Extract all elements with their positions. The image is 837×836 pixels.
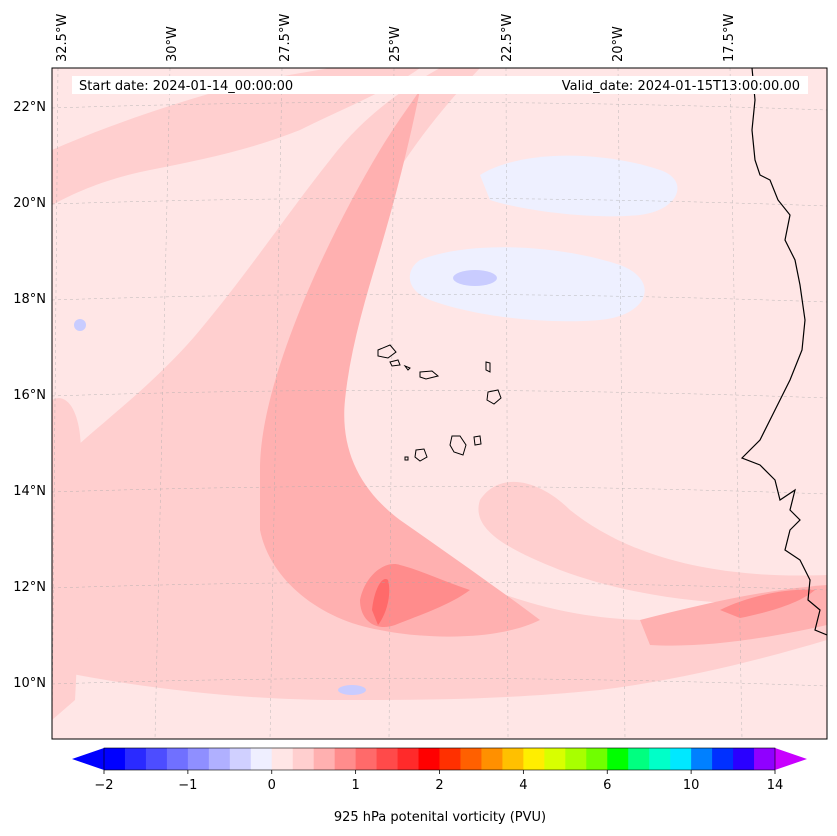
pv-negative-patch-northeast xyxy=(480,155,678,217)
colorbar-cell xyxy=(250,748,273,770)
latitude-labels: 22°N 20°N 18°N 16°N 14°N 12°N 10°N xyxy=(13,100,46,691)
colorbar-cell xyxy=(334,748,357,770)
pv-negative-patch-north xyxy=(409,247,645,322)
pv-band-light-diagonal xyxy=(52,68,827,700)
colorbar-cell xyxy=(229,748,252,770)
pv-band-light-north xyxy=(52,68,420,205)
colorbar-cell xyxy=(712,748,734,770)
pv-band-light-east xyxy=(478,481,827,604)
lon-label: 25°W xyxy=(388,26,403,62)
pv-negative-spot-west xyxy=(74,319,86,331)
map-frame xyxy=(51,67,828,740)
cape-verde-islands xyxy=(377,344,502,462)
colorbar-label: 925 hPa potenital vorticity (PVU) xyxy=(334,810,546,825)
pv-band-medium-core xyxy=(260,90,540,637)
lat-label: 18°N xyxy=(13,292,46,307)
pv-core-strong-east xyxy=(720,589,815,618)
colorbar-tick-label: 10 xyxy=(683,778,700,793)
colorbar-tick-label: −2 xyxy=(94,778,113,793)
colorbar-cell xyxy=(754,748,776,770)
colorbar-cell xyxy=(523,748,545,770)
pv-field xyxy=(52,68,827,739)
graticule xyxy=(52,68,827,739)
colorbar-cell xyxy=(586,748,608,770)
pv-negative-core-south xyxy=(338,685,366,695)
colorbar-cell xyxy=(544,748,566,770)
colorbar-cell xyxy=(313,748,336,770)
colorbar-cell xyxy=(439,748,461,770)
colorbar-cell xyxy=(481,748,503,770)
pv-negative-core xyxy=(453,270,497,286)
lat-label: 10°N xyxy=(13,676,46,691)
colorbar-cells xyxy=(104,748,776,770)
colorbar-cell xyxy=(670,748,692,770)
colorbar-cell xyxy=(691,748,713,770)
colorbar-tick-label: 4 xyxy=(519,778,527,793)
lat-label: 22°N xyxy=(13,100,46,115)
coastline-africa xyxy=(740,68,827,636)
lat-label: 12°N xyxy=(13,580,46,595)
lat-label: 14°N xyxy=(13,484,46,499)
colorbar-cell xyxy=(502,748,524,770)
lon-label: 22.5°W xyxy=(500,14,515,62)
colorbar: −2 −1 0 1 2 4 6 10 14 925 hPa potenital vorticit… xyxy=(72,747,807,825)
colorbar-tick-label: 14 xyxy=(767,778,784,793)
colorbar-cell xyxy=(187,748,210,770)
colorbar-cell xyxy=(104,748,126,770)
longitude-labels: 32.5°W 30°W 27.5°W 25°W 22.5°W 20°W 17.5… xyxy=(55,14,737,62)
colorbar-cell xyxy=(733,748,755,770)
colorbar-cell xyxy=(124,748,147,770)
colorbar-tick-label: −1 xyxy=(178,778,197,793)
colorbar-tick-label: 2 xyxy=(435,778,443,793)
lon-label: 20°W xyxy=(611,26,626,62)
colorbar-cell xyxy=(565,748,587,770)
colorbar-over-arrow xyxy=(775,748,807,770)
colorbar-cell xyxy=(208,748,231,770)
colorbar-tick-label: 1 xyxy=(351,778,359,793)
colorbar-tick-label: 6 xyxy=(603,778,611,793)
colorbar-cell xyxy=(628,748,650,770)
start-date-label: Start date: 2024-01-14_00:00:00 xyxy=(79,79,293,94)
lon-label: 27.5°W xyxy=(278,14,293,62)
colorbar-tick-label: 0 xyxy=(268,778,276,793)
valid-date-label: Valid_date: 2024-01-15T13:00:00.00 xyxy=(562,79,800,94)
colorbar-cell xyxy=(607,748,629,770)
lon-label: 17.5°W xyxy=(722,14,737,62)
colorbar-cell xyxy=(271,748,294,770)
colorbar-cell xyxy=(355,748,378,770)
colorbar-cell xyxy=(649,748,671,770)
pv-core-strongest-center xyxy=(372,579,390,625)
colorbar-cell xyxy=(292,748,315,770)
lon-label: 30°W xyxy=(165,26,180,62)
lat-label: 16°N xyxy=(13,388,46,403)
colorbar-cell xyxy=(145,748,168,770)
pv-band-light-west xyxy=(52,398,81,720)
colorbar-ticks: −2 −1 0 1 2 4 6 10 14 xyxy=(94,770,783,793)
colorbar-cell xyxy=(418,748,440,770)
colorbar-cell xyxy=(376,748,399,770)
colorbar-cell xyxy=(397,748,420,770)
colorbar-under-arrow xyxy=(72,748,104,770)
colorbar-cell xyxy=(166,748,189,770)
header-box xyxy=(72,76,808,94)
lon-label: 32.5°W xyxy=(55,14,70,62)
lat-label: 20°N xyxy=(13,196,46,211)
colorbar-cell xyxy=(460,748,482,770)
